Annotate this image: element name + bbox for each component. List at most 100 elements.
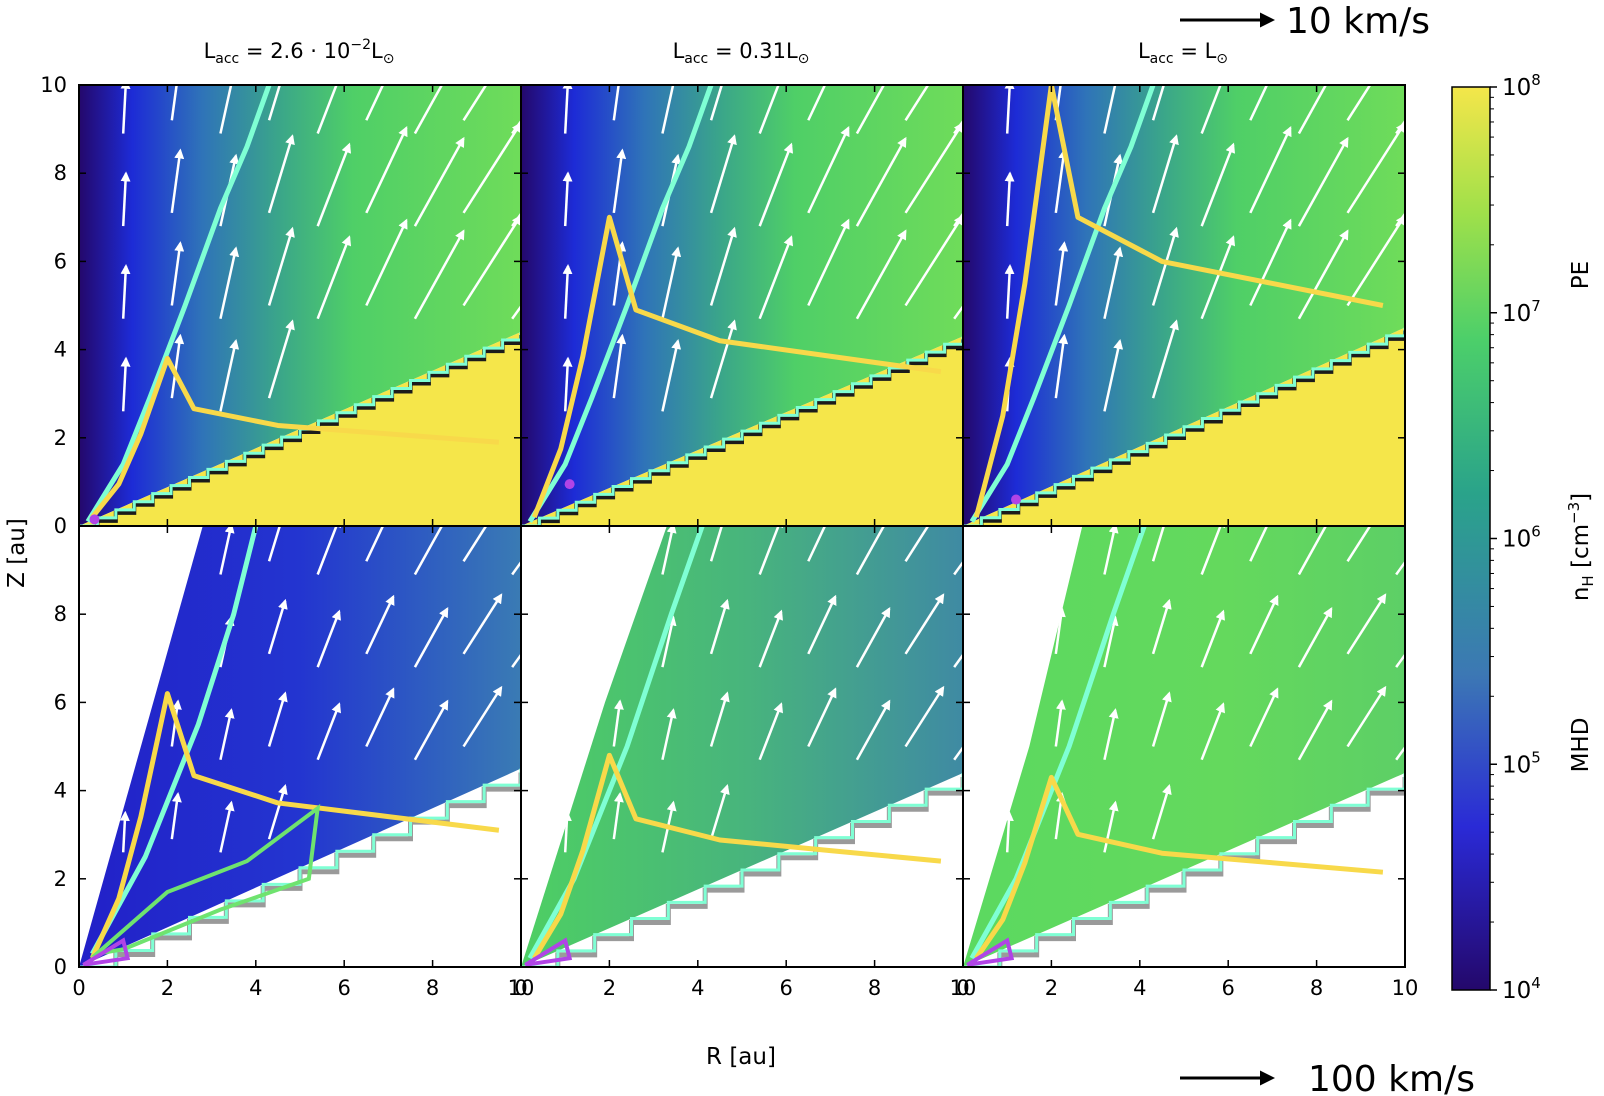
x-tick-label: 4 <box>691 976 704 1000</box>
source-marker <box>89 514 100 525</box>
velocity-scale-top: 10 km/s <box>1180 1 1430 42</box>
velocity-arrow <box>953 745 963 761</box>
velocity-arrow <box>267 691 288 747</box>
velocity-arrow <box>1004 264 1015 319</box>
colorbar-ticks: 104 105 106 107 108 <box>1490 71 1541 1004</box>
velocity-arrow <box>561 810 572 853</box>
panel-pe-3 <box>962 84 1406 527</box>
velocity-arrow <box>1103 246 1124 319</box>
velocity-arrow <box>316 702 341 761</box>
velocity-arrow <box>1200 235 1236 320</box>
velocity-arrow <box>316 609 341 668</box>
velocity-arrow <box>119 810 130 853</box>
y-axis-label: Z [au] <box>4 518 30 588</box>
velocity-arrow <box>1346 121 1405 214</box>
velocity-arrow <box>709 784 730 840</box>
velocity-arrow <box>1395 560 1405 576</box>
velocity-arrow <box>1003 718 1014 760</box>
velocity-arrow <box>1151 526 1166 562</box>
velocity-arrow <box>807 594 837 655</box>
velocity-arrow <box>807 85 827 121</box>
colorbar-label: nH [cm−3] <box>1565 493 1597 601</box>
velocity-arrow <box>365 218 408 307</box>
x-tick-label: 6 <box>780 976 793 1000</box>
velocity-arrow <box>807 687 837 748</box>
yellow-contour <box>974 774 1384 960</box>
velocity-arrow <box>855 699 891 761</box>
green-contour <box>90 803 321 957</box>
velocity-arrow <box>709 226 737 306</box>
velocity-arrow <box>365 526 385 562</box>
velocity-arrow <box>661 708 677 760</box>
panel-title-3: Lacc = L⊙ <box>1138 39 1228 67</box>
velocity-arrow <box>1200 526 1225 575</box>
velocity-arrow <box>1003 625 1014 668</box>
yellow-contour <box>90 355 500 519</box>
x-tick-label: 0 <box>514 976 527 1000</box>
velocity-arrow <box>170 333 185 399</box>
x-tick-label: 4 <box>249 976 262 1000</box>
velocity-field <box>1004 85 1405 412</box>
velocity-arrow <box>758 235 794 320</box>
velocity-arrow <box>612 699 624 747</box>
yellow-contour <box>89 691 500 960</box>
x-tick-label: 2 <box>1045 976 1058 1000</box>
velocity-arrow <box>661 526 677 575</box>
density-field <box>963 526 1405 967</box>
velocity-arrow <box>1103 85 1117 134</box>
velocity-arrow <box>1249 85 1269 121</box>
velocity-arrow <box>1103 338 1124 412</box>
velocity-arrow <box>1004 171 1015 227</box>
velocity-arrow <box>1395 652 1405 668</box>
panel-pe-2 <box>520 84 964 527</box>
y-tick-label: 8 <box>54 602 67 626</box>
x-tick-label: 4 <box>1133 976 1146 1000</box>
colorbar-tick-label: 105 <box>1502 748 1541 778</box>
velocity-arrow <box>758 85 780 134</box>
velocity-arrow <box>462 214 521 307</box>
y-tick-label: 4 <box>54 779 67 803</box>
base-surface-contour <box>79 768 521 967</box>
velocity-arrow <box>561 625 572 668</box>
velocity-arrow <box>709 526 724 562</box>
velocity-arrow <box>170 148 185 214</box>
yellow-contour <box>973 85 1384 518</box>
velocity-arrow <box>1395 745 1405 761</box>
velocity-arrow <box>219 338 240 412</box>
x-tick-label: 8 <box>426 976 439 1000</box>
velocity-arrow <box>1346 526 1372 562</box>
colorbar-tick-label: 106 <box>1502 523 1541 553</box>
velocity-arrow <box>904 85 930 121</box>
velocity-arrow <box>1249 218 1292 307</box>
velocity-arrow <box>1346 685 1387 748</box>
x-tick-label: 10 <box>508 976 535 1000</box>
velocity-arrow <box>1003 532 1014 575</box>
velocity-arrow <box>758 702 783 761</box>
velocity-arrow <box>1346 593 1387 655</box>
velocity-arrow <box>1054 699 1066 747</box>
x-tick-label: 8 <box>868 976 881 1000</box>
velocity-arrow <box>904 685 945 748</box>
velocity-arrow <box>562 356 573 412</box>
density-field <box>79 85 521 526</box>
velocity-arrow <box>661 338 682 412</box>
cyan-contour <box>969 526 1147 960</box>
velocity-arrow <box>1103 800 1119 853</box>
velocity-arrow <box>267 598 288 655</box>
velocity-arrow <box>413 85 444 135</box>
velocity-arrow <box>612 333 627 399</box>
velocity-arrow <box>1054 241 1069 306</box>
y-tick-label: 4 <box>54 338 67 362</box>
velocity-arrow <box>267 134 295 214</box>
velocity-arrow <box>1297 229 1349 320</box>
cyan-contour <box>527 526 705 960</box>
velocity-arrow <box>1151 784 1172 840</box>
y-tick-label: 6 <box>54 249 67 273</box>
x-axis-label: R [au] <box>706 1044 776 1070</box>
velocity-arrow <box>316 235 352 320</box>
velocity-arrow <box>1004 85 1015 134</box>
velocity-arrow <box>904 593 945 655</box>
velocity-arrow <box>1249 125 1292 214</box>
velocity-arrow <box>413 526 444 576</box>
